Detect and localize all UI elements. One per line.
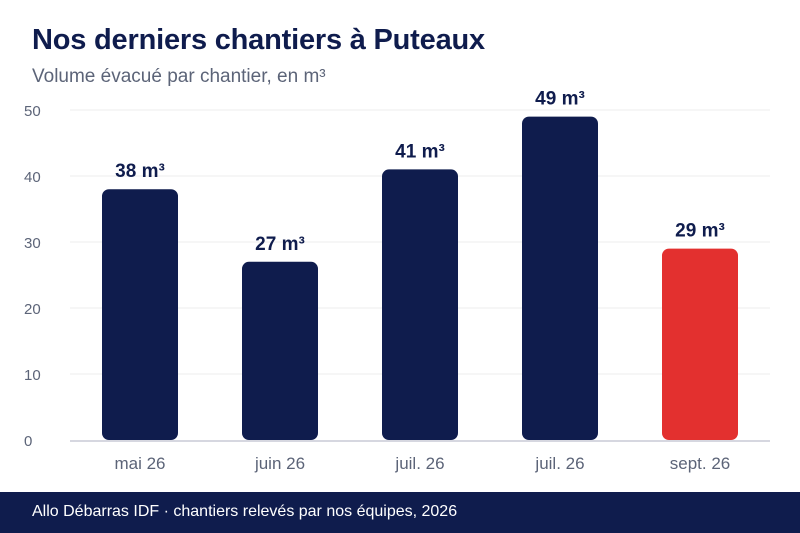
bars — [102, 116, 738, 440]
y-tick-label: 40 — [24, 169, 41, 186]
x-tick-label: juin 26 — [254, 454, 305, 473]
data-label: 49 m³ — [535, 89, 585, 110]
bar — [662, 248, 738, 440]
x-tick-label: mai 26 — [114, 454, 165, 473]
footer-bar: Allo Débarras IDF · chantiers relevés pa… — [0, 492, 800, 533]
bar — [382, 169, 458, 440]
bar-chart: 0 10 20 30 40 50 38 m³ 27 m³ 41 m³ 49 m³ 29 m³ ma… — [24, 89, 770, 473]
x-tick-label: juil. 26 — [534, 454, 584, 473]
y-tick-label: 10 — [24, 367, 41, 384]
y-tick-label: 30 — [24, 235, 41, 252]
chart-title: Nos derniers chantiers à Puteaux — [32, 24, 485, 56]
x-tick-label: sept. 26 — [670, 454, 731, 473]
x-tick-label: juil. 26 — [394, 454, 444, 473]
bar — [242, 261, 318, 440]
footer-source-text: Allo Débarras IDF · chantiers relevés pa… — [32, 503, 458, 520]
chart-subtitle: Volume évacué par chantier, en m³ — [32, 66, 326, 87]
data-labels: 38 m³ 27 m³ 41 m³ 49 m³ 29 m³ — [115, 89, 725, 255]
data-label: 38 m³ — [115, 161, 165, 182]
y-tick-label: 0 — [24, 433, 32, 450]
y-tick-label: 20 — [24, 301, 41, 318]
y-tick-label: 50 — [24, 103, 41, 120]
bar — [522, 116, 598, 440]
data-label: 41 m³ — [395, 141, 445, 162]
bar — [102, 189, 178, 440]
y-axis-ticks: 0 10 20 30 40 50 — [24, 103, 41, 450]
data-label: 27 m³ — [255, 234, 305, 255]
x-axis-ticks: mai 26 juin 26 juil. 26 juil. 26 sept. 26 — [114, 454, 730, 473]
data-label: 29 m³ — [675, 221, 725, 242]
